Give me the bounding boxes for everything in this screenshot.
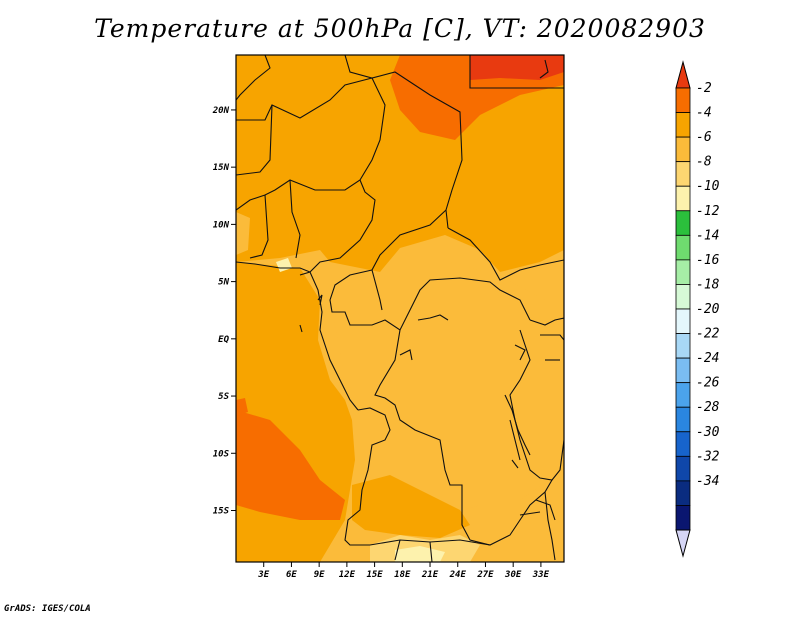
field-northeast-hottest xyxy=(470,55,564,80)
longitude-axis: 3E 6E 9E 12E 15E 18E 21E 24E 27E 30E 33E xyxy=(257,562,550,580)
colorbar-label: -8 xyxy=(696,155,712,170)
colorbar-swatch xyxy=(675,87,691,113)
lon-tick-label: 12E xyxy=(339,570,356,580)
field-south-band xyxy=(352,475,470,538)
lat-tick-label: 5N xyxy=(218,278,229,288)
lat-tick-label: EQ xyxy=(218,335,229,345)
lat-tick-label: 5S xyxy=(218,392,229,402)
map-frame xyxy=(235,54,565,563)
lon-tick-label: 6E xyxy=(286,570,297,580)
lon-tick-label: 30E xyxy=(504,570,522,580)
colorbar-label: -12 xyxy=(696,204,720,219)
lon-tick-label: 33E xyxy=(532,570,550,580)
colorbar-label: -10 xyxy=(696,179,720,194)
latitude-axis: 20N 15N 10N 5N EQ 5S 10S 15S xyxy=(212,106,236,516)
colorbar-label: -14 xyxy=(696,228,719,243)
colorbar-bottom-arrow xyxy=(675,529,691,558)
field-central-cool xyxy=(330,262,564,520)
grads-credit: GrADS: IGES/COLA xyxy=(4,604,91,614)
lon-tick-label: 15E xyxy=(366,570,383,580)
colorbar-swatch xyxy=(675,136,691,163)
colorbar-label: -26 xyxy=(696,376,720,391)
colorbar-swatch xyxy=(675,161,691,187)
colorbar-label: -6 xyxy=(696,130,712,145)
colorbar-label: -24 xyxy=(696,351,719,366)
colorbar-swatch xyxy=(675,210,691,236)
colorbar-swatch xyxy=(675,308,691,334)
colorbar-swatch xyxy=(675,455,691,482)
lat-tick-label: 20N xyxy=(212,106,230,116)
colorbar: -2 -4 -6 -8 -10 -12 -14 -16 -18 -20 -22 -24 -26 -28 -3… xyxy=(675,60,720,558)
field-south-coolest xyxy=(395,546,445,562)
colorbar-swatch xyxy=(675,357,691,384)
colorbar-swatch xyxy=(675,431,691,457)
colorbar-label: -2 xyxy=(696,81,712,96)
colorbar-top-arrow xyxy=(675,60,691,89)
colorbar-label: -22 xyxy=(696,327,720,342)
country-borders xyxy=(236,55,564,562)
colorbar-swatch xyxy=(675,333,691,359)
colorbar-label: -4 xyxy=(696,106,712,121)
field-west-coast-patch xyxy=(236,212,250,255)
lat-tick-label: 15N xyxy=(213,163,230,173)
colorbar-swatch xyxy=(675,406,691,433)
lon-tick-label: 3E xyxy=(257,570,269,580)
lat-tick-label: 10N xyxy=(213,220,230,230)
lon-tick-label: 24E xyxy=(449,570,467,580)
colorbar-label: -34 xyxy=(696,474,719,489)
colorbar-label: -20 xyxy=(696,302,720,317)
lat-tick-label: 15S xyxy=(213,506,230,516)
lon-tick-label: 18E xyxy=(394,570,411,580)
colorbar-label: -32 xyxy=(696,449,720,464)
lon-tick-label: 21E xyxy=(421,570,439,580)
lat-tick-label: 10S xyxy=(213,449,230,459)
colorbar-label: -16 xyxy=(696,253,720,268)
temperature-field xyxy=(236,55,564,562)
colorbar-swatch xyxy=(675,284,691,310)
colorbar-swatch xyxy=(675,112,691,138)
field-southwest-hot xyxy=(236,410,345,520)
colorbar-swatch xyxy=(675,234,691,261)
colorbar-swatch xyxy=(675,185,691,212)
map-title: Temperature at 500hPa [C], VT: 202008290… xyxy=(94,14,706,43)
colorbar-swatch xyxy=(675,505,691,531)
colorbar-label: -18 xyxy=(696,277,720,292)
field-west-patch xyxy=(236,398,248,416)
lon-tick-label: 9E xyxy=(314,570,325,580)
colorbar-swatch xyxy=(675,480,691,506)
colorbar-label: -28 xyxy=(696,400,720,415)
lon-tick-label: 27E xyxy=(476,570,494,580)
colorbar-swatch xyxy=(675,259,691,285)
colorbar-label: -30 xyxy=(696,425,720,440)
colorbar-swatch xyxy=(675,382,691,408)
